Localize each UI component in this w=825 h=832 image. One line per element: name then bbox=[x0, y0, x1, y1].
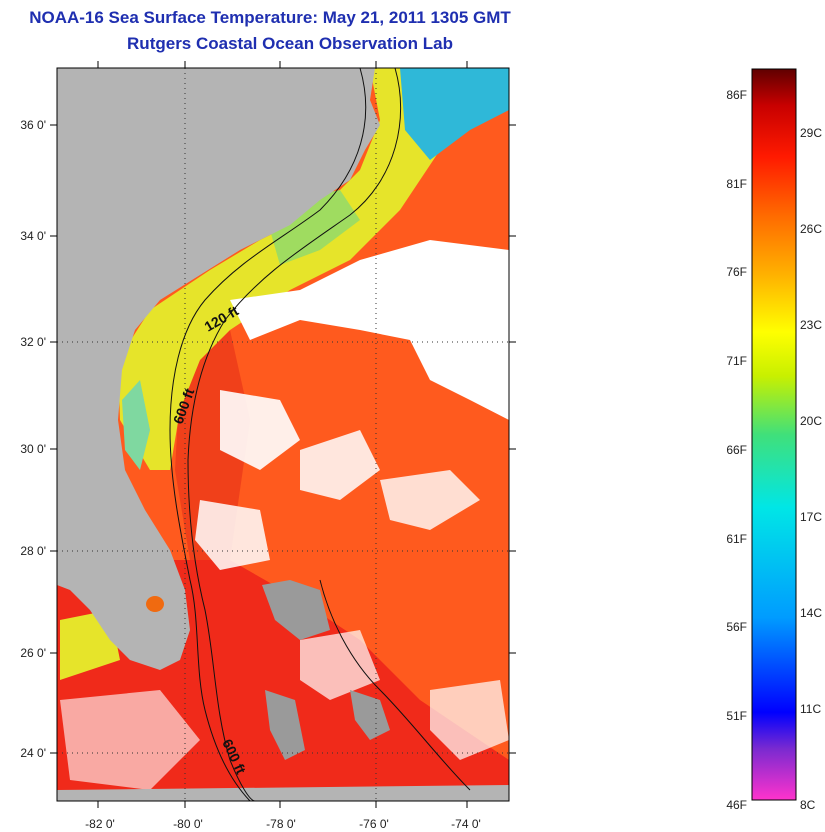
lat-label-24: 24 0' bbox=[20, 746, 46, 760]
contour-600ft bbox=[187, 68, 402, 801]
colorbar-label-26c: 26C bbox=[800, 222, 822, 236]
lat-label-28: 28 0' bbox=[20, 544, 46, 558]
lon-label-78: -78 0' bbox=[266, 817, 296, 831]
map-title: NOAA-16 Sea Surface Temperature: May 21,… bbox=[29, 8, 511, 27]
land-us-east-coast bbox=[57, 68, 380, 670]
colorbar-label-76f: 76F bbox=[726, 265, 747, 279]
cloud-mask-1 bbox=[230, 240, 509, 420]
lon-label-74: -74 0' bbox=[451, 817, 481, 831]
colorbar-label-11c: 11C bbox=[800, 702, 821, 716]
lat-label-34: 34 0' bbox=[20, 229, 46, 243]
cool-water-coastal bbox=[122, 380, 150, 470]
colorbar-label-81f: 81F bbox=[726, 177, 747, 191]
colorbar bbox=[751, 68, 797, 801]
map-border bbox=[56, 67, 510, 802]
lon-label-82: -82 0' bbox=[85, 817, 115, 831]
gulf-stream-core bbox=[175, 330, 250, 560]
cool-water-north bbox=[400, 68, 509, 160]
cloud-mask-2 bbox=[220, 390, 300, 470]
colorbar-label-46f: 46F bbox=[726, 798, 747, 812]
colorbar-label-86f: 86F bbox=[726, 88, 747, 102]
contour-120ft bbox=[169, 68, 367, 801]
graticule bbox=[57, 68, 509, 801]
colorbar-label-51f: 51F bbox=[726, 709, 747, 723]
colorbar-label-56f: 56F bbox=[726, 620, 747, 634]
colorbar-label-23c: 23C bbox=[800, 318, 822, 332]
andros-island bbox=[265, 690, 305, 760]
colorbar-label-61f: 61F bbox=[726, 532, 747, 546]
colorbar-label-17c: 17C bbox=[800, 510, 822, 524]
map-subtitle: Rutgers Coastal Ocean Observation Lab bbox=[127, 34, 453, 53]
cloud-mask-3 bbox=[300, 430, 380, 500]
cloud-mask-7 bbox=[300, 630, 380, 700]
lake-okeechobee bbox=[146, 596, 164, 612]
map-frame: 120 ft 600 ft 600 ft bbox=[57, 68, 509, 801]
lon-label-80: -80 0' bbox=[173, 817, 203, 831]
bahamas-island-east bbox=[350, 690, 390, 740]
cloud-mask-5 bbox=[195, 500, 270, 570]
lat-label-30: 30 0' bbox=[20, 442, 46, 456]
cloud-mask-4 bbox=[380, 470, 480, 530]
colorbar-label-20c: 20C bbox=[800, 414, 822, 428]
colorbar-label-8c: 8C bbox=[800, 798, 816, 812]
lat-label-26: 26 0' bbox=[20, 646, 46, 660]
colorbar-label-14c: 14C bbox=[800, 606, 822, 620]
bahamas-bank-north bbox=[262, 580, 330, 640]
shelf-water bbox=[118, 68, 509, 470]
lat-label-36: 36 0' bbox=[20, 118, 46, 132]
lat-label-32: 32 0' bbox=[20, 335, 46, 349]
lon-label-76: -76 0' bbox=[359, 817, 389, 831]
axis-ticks bbox=[50, 61, 516, 808]
colorbar-label-29c: 29C bbox=[800, 126, 822, 140]
colorbar-label-71f: 71F bbox=[726, 354, 747, 368]
land-cuba bbox=[57, 785, 509, 801]
cloud-mask-8 bbox=[430, 680, 509, 760]
contour-bahamas bbox=[319, 579, 471, 791]
cloud-mask-6 bbox=[60, 690, 200, 790]
colorbar-label-66f: 66F bbox=[726, 443, 747, 457]
